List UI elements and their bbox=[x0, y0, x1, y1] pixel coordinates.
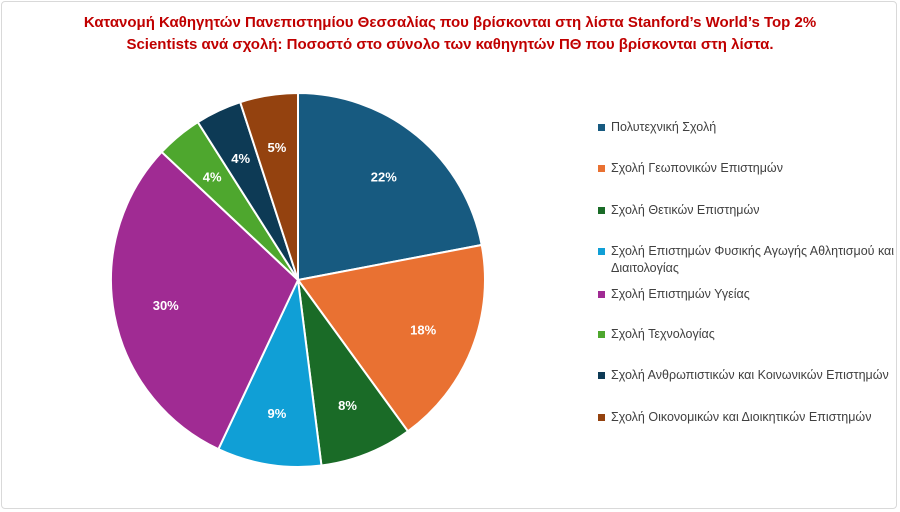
pie-slice-1 bbox=[297, 91, 483, 282]
legend-swatch-5 bbox=[598, 291, 605, 298]
legend-label-8: Σχολή Οικονομικών και Διοικητικών Επιστη… bbox=[611, 410, 872, 424]
legend-swatch-6 bbox=[598, 331, 605, 338]
legend-item-1: Πολυτεχνική Σχολή bbox=[598, 119, 898, 136]
slice-label-3: 8% bbox=[338, 398, 357, 413]
legend-swatch-8 bbox=[598, 414, 605, 421]
legend-item-6: Σχολή Τεχνολογίας bbox=[598, 326, 898, 343]
slice-label-1: 22% bbox=[371, 169, 397, 184]
slice-label-5: 30% bbox=[153, 298, 179, 313]
legend-item-7: Σχολή Ανθρωπιστικών και Κοινωνικών Επιστ… bbox=[598, 367, 898, 384]
legend-label-6: Σχολή Τεχνολογίας bbox=[611, 327, 715, 341]
slice-label-2: 18% bbox=[410, 323, 436, 338]
chart-title-line-2: Scientists ανά σχολή: Ποσοστό στο σύνολο… bbox=[126, 36, 774, 53]
slice-label-4: 9% bbox=[268, 406, 287, 421]
legend-label-5: Σχολή Επιστημών Υγείας bbox=[611, 287, 750, 301]
pie-slice-4 bbox=[217, 276, 323, 468]
pie-slice-8 bbox=[238, 91, 299, 281]
chart-title-line-1: Κατανομή Καθηγητών Πανεπιστημίου Θεσσαλί… bbox=[83, 14, 817, 31]
legend-item-8: Σχολή Οικονομικών και Διοικητικών Επιστη… bbox=[598, 409, 898, 426]
legend-swatch-7 bbox=[598, 372, 605, 379]
legend-label-4: Σχολή Επιστημών Φυσικής Αγωγής Αθλητισμο… bbox=[611, 244, 895, 275]
pie-slice-3 bbox=[297, 279, 410, 467]
legend-swatch-2 bbox=[598, 165, 605, 172]
slice-label-6: 4% bbox=[203, 169, 222, 184]
pie-slice-5 bbox=[110, 150, 300, 451]
slice-label-7: 4% bbox=[231, 151, 250, 166]
legend-item-3: Σχολή Θετικών Επιστημών bbox=[598, 202, 898, 219]
legend-label-2: Σχολή Γεωπονικών Επιστημών bbox=[611, 161, 783, 175]
legend-item-4: Σχολή Επιστημών Φυσικής Αγωγής Αθλητισμο… bbox=[598, 243, 898, 277]
legend-swatch-4 bbox=[598, 248, 605, 255]
legend-label-7: Σχολή Ανθρωπιστικών και Κοινωνικών Επιστ… bbox=[611, 368, 889, 382]
legend-item-2: Σχολή Γεωπονικών Επιστημών bbox=[598, 160, 898, 177]
legend-swatch-3 bbox=[598, 207, 605, 214]
legend-label-3: Σχολή Θετικών Επιστημών bbox=[611, 203, 760, 217]
legend-item-5: Σχολή Επιστημών Υγείας bbox=[598, 286, 898, 303]
chart-title: Κατανομή Καθηγητών Πανεπιστημίου Θεσσαλί… bbox=[0, 12, 900, 56]
pie-slice-2 bbox=[296, 243, 486, 433]
legend-swatch-1 bbox=[598, 124, 605, 131]
slice-label-8: 5% bbox=[268, 140, 287, 155]
legend-label-1: Πολυτεχνική Σχολή bbox=[611, 120, 717, 134]
